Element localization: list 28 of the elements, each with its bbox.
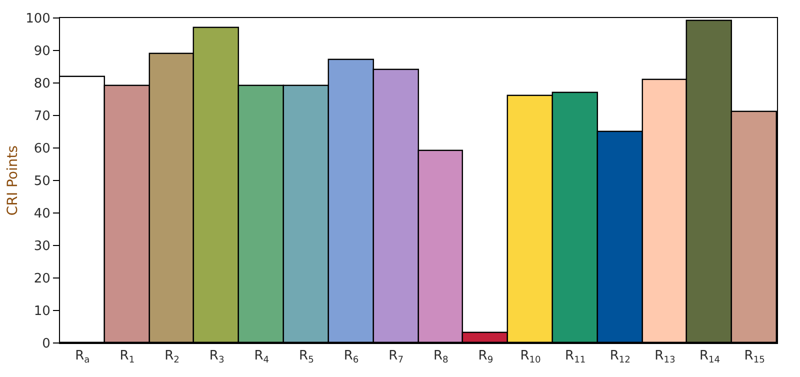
y-tick-label: 100 — [26, 12, 50, 27]
y-tick-label: 50 — [34, 174, 50, 190]
y-tick-label: 80 — [34, 76, 50, 92]
x-tick-label: R$_{2}$ — [164, 348, 180, 366]
x-tick-label: R$_{4}$ — [254, 348, 270, 366]
y-tick-label: 90 — [34, 44, 50, 60]
y-tick-label: 30 — [34, 239, 50, 254]
y-tick-label: 0 — [42, 336, 50, 352]
x-tick-label: R$_{13}$ — [654, 348, 676, 366]
y-tick-label: 10 — [34, 304, 50, 320]
x-tick-label: R$_{3}$ — [209, 348, 224, 366]
x-tick-label: R$_{12}$ — [610, 348, 630, 366]
x-tick-label: R$_{5}$ — [299, 348, 314, 366]
x-tick-label: R$_{15}$ — [744, 348, 765, 366]
y-tick-label: 70 — [34, 109, 50, 124]
x-tick-label: R$_{14}$ — [699, 348, 720, 366]
x-tick-label: R$_{7}$ — [388, 348, 404, 366]
y-tick-label: 20 — [34, 272, 50, 287]
x-tick-label: R$_{6}$ — [344, 348, 359, 366]
x-tick-label: R$_{a}$ — [75, 348, 90, 366]
y-tick-label: 60 — [34, 142, 50, 157]
x-tick-label: R$_{1}$ — [120, 348, 135, 366]
x-tick-label: R$_{8}$ — [433, 348, 449, 366]
x-tick-label: R$_{10}$ — [520, 348, 542, 366]
y-axis-title: CRI Points — [5, 145, 22, 216]
y-tick-label: 40 — [34, 206, 50, 222]
x-tick-label: R$_{11}$ — [565, 348, 586, 366]
x-tick-label: R$_{9}$ — [478, 348, 494, 366]
